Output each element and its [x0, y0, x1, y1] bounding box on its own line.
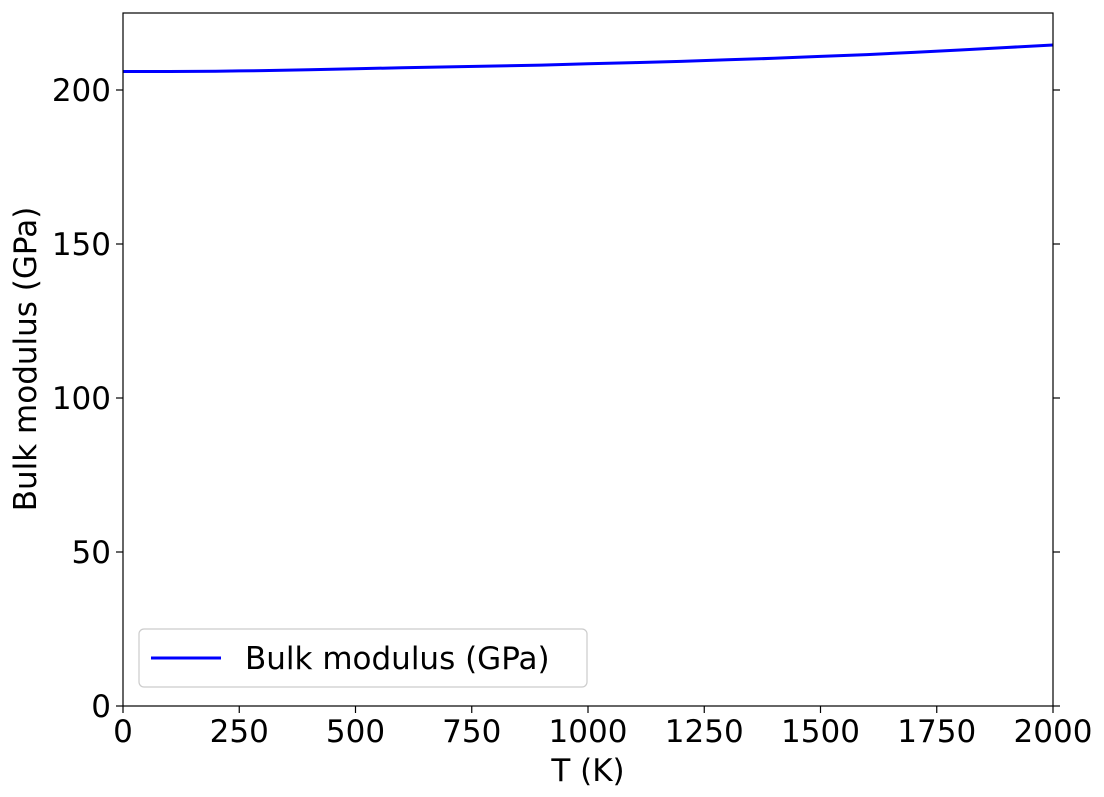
series-line-0: [123, 43, 1054, 73]
y-axis-label: Bulk modulus (GPa): [8, 207, 44, 512]
y-tick-label: 50: [72, 535, 111, 571]
x-tick-label: 1750: [897, 714, 976, 750]
x-tick-label: 1000: [549, 714, 628, 750]
x-tick-label: 0: [113, 714, 133, 750]
x-tick-label: 500: [326, 714, 385, 750]
y-tick-label: 100: [52, 381, 111, 417]
x-tick-label: 2000: [1014, 714, 1093, 750]
ticks-layer: 0 250 500 750 1000 1250 1500 1750 2000 0 50 100 150 2…: [52, 73, 1093, 750]
x-tick-label: 750: [442, 714, 501, 750]
legend-box: [138, 628, 588, 688]
y-tick-label: 0: [91, 689, 111, 725]
x-tick-label: 1250: [665, 714, 744, 750]
y-tick-label: 150: [52, 227, 111, 263]
x-tick-label: 1500: [781, 714, 860, 750]
x-axis-label: T (K): [550, 753, 624, 789]
legend-label: Bulk modulus (GPa): [245, 641, 550, 677]
series-layer: [123, 43, 1054, 73]
x-tick-label: 250: [210, 714, 269, 750]
plot-area: [123, 13, 1053, 706]
legend: Bulk modulus (GPa): [138, 628, 588, 688]
y-tick-label: 200: [52, 73, 111, 109]
